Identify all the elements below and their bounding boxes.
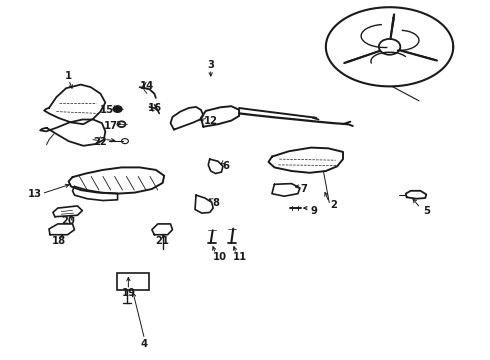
- Text: 16: 16: [148, 103, 162, 113]
- Text: 5: 5: [423, 206, 430, 216]
- Text: 22: 22: [94, 137, 107, 147]
- Text: 7: 7: [300, 184, 307, 194]
- Circle shape: [113, 106, 122, 112]
- Text: 20: 20: [62, 216, 75, 226]
- Text: 3: 3: [207, 60, 214, 70]
- Text: 18: 18: [52, 236, 66, 246]
- Text: 10: 10: [213, 252, 226, 262]
- Text: 9: 9: [310, 206, 317, 216]
- Text: 2: 2: [330, 200, 337, 210]
- Text: 19: 19: [122, 288, 135, 298]
- Text: 1: 1: [65, 71, 72, 81]
- Text: 21: 21: [156, 236, 170, 246]
- Text: 15: 15: [100, 105, 114, 115]
- Text: 11: 11: [233, 252, 247, 262]
- Text: 4: 4: [141, 339, 148, 349]
- Text: 14: 14: [140, 81, 154, 91]
- Text: 8: 8: [212, 198, 219, 208]
- Text: 13: 13: [28, 189, 42, 199]
- Text: 6: 6: [222, 161, 229, 171]
- Text: 17: 17: [104, 121, 118, 131]
- Text: 12: 12: [204, 116, 218, 126]
